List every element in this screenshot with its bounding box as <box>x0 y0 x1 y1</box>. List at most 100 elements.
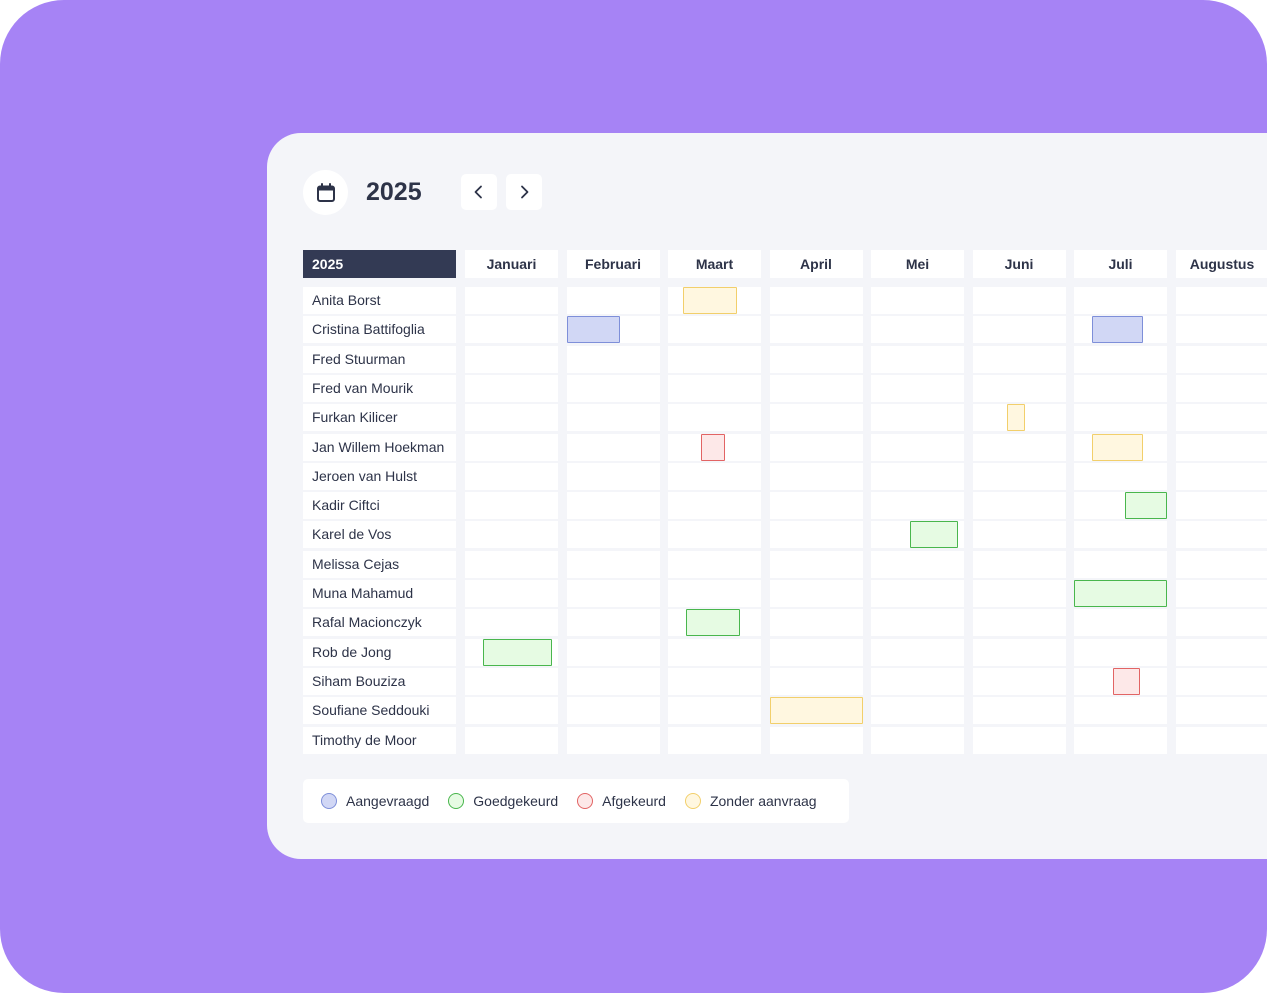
calendar-button[interactable] <box>303 170 348 215</box>
month-cell[interactable] <box>871 433 964 461</box>
month-cell[interactable] <box>566 697 660 725</box>
month-cell[interactable] <box>769 638 863 666</box>
month-cell[interactable] <box>465 550 558 578</box>
month-cell[interactable] <box>1074 521 1167 549</box>
month-cell[interactable] <box>769 580 863 607</box>
month-cell[interactable] <box>1074 638 1167 666</box>
month-cell[interactable] <box>769 462 863 490</box>
month-cell[interactable] <box>871 462 964 490</box>
month-cell[interactable] <box>1074 462 1167 490</box>
leave-bar-goedgekeurd[interactable] <box>686 609 740 637</box>
month-cell[interactable] <box>972 316 1066 344</box>
month-cell[interactable] <box>465 609 558 637</box>
month-cell[interactable] <box>668 667 761 695</box>
month-cell[interactable] <box>769 726 863 754</box>
month-cell[interactable] <box>769 667 863 695</box>
month-cell[interactable] <box>1175 580 1267 607</box>
month-cell[interactable] <box>871 345 964 373</box>
month-cell[interactable] <box>1175 697 1267 725</box>
month-cell[interactable] <box>871 287 964 314</box>
month-cell[interactable] <box>769 492 863 520</box>
month-cell[interactable] <box>972 638 1066 666</box>
month-cell[interactable] <box>972 521 1066 549</box>
month-cell[interactable] <box>465 287 558 314</box>
month-cell[interactable] <box>566 433 660 461</box>
previous-year-button[interactable] <box>461 174 497 210</box>
month-cell[interactable] <box>769 521 863 549</box>
month-cell[interactable] <box>1175 550 1267 578</box>
month-cell[interactable] <box>668 374 761 402</box>
month-cell[interactable] <box>1074 404 1167 432</box>
month-cell[interactable] <box>1175 638 1267 666</box>
month-cell[interactable] <box>1175 521 1267 549</box>
month-cell[interactable] <box>1074 609 1167 637</box>
month-cell[interactable] <box>1175 462 1267 490</box>
month-cell[interactable] <box>871 667 964 695</box>
month-cell[interactable] <box>871 374 964 402</box>
month-cell[interactable] <box>972 609 1066 637</box>
leave-bar-zonder[interactable] <box>769 697 863 725</box>
month-cell[interactable] <box>668 726 761 754</box>
month-cell[interactable] <box>1175 404 1267 432</box>
month-cell[interactable] <box>1175 667 1267 695</box>
next-year-button[interactable] <box>506 174 542 210</box>
month-cell[interactable] <box>566 580 660 607</box>
month-cell[interactable] <box>465 521 558 549</box>
month-cell[interactable] <box>1175 492 1267 520</box>
month-cell[interactable] <box>566 374 660 402</box>
month-cell[interactable] <box>566 609 660 637</box>
month-cell[interactable] <box>871 550 964 578</box>
month-cell[interactable] <box>668 638 761 666</box>
month-cell[interactable] <box>1074 374 1167 402</box>
leave-bar-zonder[interactable] <box>1092 433 1143 461</box>
month-cell[interactable] <box>668 462 761 490</box>
month-cell[interactable] <box>1074 550 1167 578</box>
leave-bar-aangevraagd[interactable] <box>1092 316 1143 344</box>
month-cell[interactable] <box>465 374 558 402</box>
month-cell[interactable] <box>871 609 964 637</box>
month-cell[interactable] <box>668 521 761 549</box>
month-cell[interactable] <box>465 697 558 725</box>
month-cell[interactable] <box>972 726 1066 754</box>
month-cell[interactable] <box>566 726 660 754</box>
month-cell[interactable] <box>465 316 558 344</box>
month-cell[interactable] <box>769 316 863 344</box>
month-cell[interactable] <box>1074 697 1167 725</box>
month-cell[interactable] <box>1175 374 1267 402</box>
month-cell[interactable] <box>465 462 558 490</box>
month-cell[interactable] <box>465 404 558 432</box>
month-cell[interactable] <box>871 638 964 666</box>
month-cell[interactable] <box>465 345 558 373</box>
month-cell[interactable] <box>1074 345 1167 373</box>
month-cell[interactable] <box>1175 345 1267 373</box>
month-cell[interactable] <box>871 316 964 344</box>
month-cell[interactable] <box>1074 287 1167 314</box>
month-cell[interactable] <box>1175 726 1267 754</box>
month-cell[interactable] <box>465 433 558 461</box>
month-cell[interactable] <box>769 374 863 402</box>
leave-bar-zonder[interactable] <box>683 287 737 314</box>
month-cell[interactable] <box>566 404 660 432</box>
month-cell[interactable] <box>668 697 761 725</box>
month-cell[interactable] <box>1175 433 1267 461</box>
month-cell[interactable] <box>871 492 964 520</box>
month-cell[interactable] <box>972 345 1066 373</box>
month-cell[interactable] <box>871 404 964 432</box>
leave-bar-goedgekeurd[interactable] <box>910 521 958 549</box>
month-cell[interactable] <box>972 580 1066 607</box>
month-cell[interactable] <box>566 550 660 578</box>
leave-bar-aangevraagd[interactable] <box>566 316 620 344</box>
month-cell[interactable] <box>465 667 558 695</box>
month-cell[interactable] <box>1175 609 1267 637</box>
month-cell[interactable] <box>972 287 1066 314</box>
leave-bar-afgekeurd[interactable] <box>701 433 725 461</box>
month-cell[interactable] <box>566 638 660 666</box>
month-cell[interactable] <box>972 550 1066 578</box>
month-cell[interactable] <box>465 726 558 754</box>
month-cell[interactable] <box>1074 726 1167 754</box>
month-cell[interactable] <box>465 492 558 520</box>
month-cell[interactable] <box>972 433 1066 461</box>
month-cell[interactable] <box>871 580 964 607</box>
month-cell[interactable] <box>972 492 1066 520</box>
month-cell[interactable] <box>972 462 1066 490</box>
